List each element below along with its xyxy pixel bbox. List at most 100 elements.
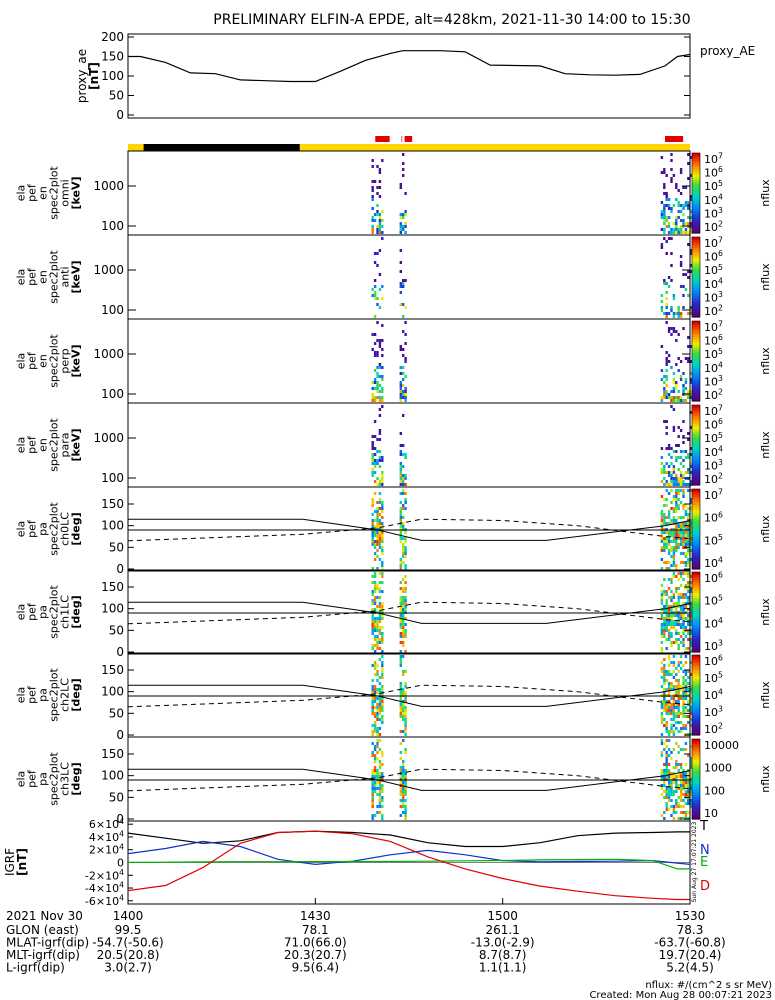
flux-cell [371, 632, 374, 635]
flux-cell [402, 596, 405, 599]
flux-cell [665, 706, 668, 709]
flux-cell [404, 709, 407, 712]
colorbar-swatch [692, 684, 700, 688]
flux-cell [672, 781, 676, 784]
flux-cell [665, 483, 668, 486]
flux-cell [672, 330, 676, 333]
flux-cell [677, 721, 680, 724]
flux-cell [660, 399, 664, 402]
flux-cell [371, 459, 374, 462]
flux-cell [404, 682, 407, 685]
flux-cell [376, 513, 379, 516]
flux-cell [376, 483, 379, 486]
flux-cell [381, 378, 384, 381]
flux-cell [667, 360, 671, 363]
flux-cell [660, 706, 664, 709]
flux-cell [376, 629, 379, 632]
flux-cell [381, 237, 384, 240]
flux-cell [402, 712, 405, 715]
flux-cell [689, 534, 692, 537]
flux-cell [670, 366, 673, 369]
flux-cell [667, 614, 671, 617]
flux-cell [376, 351, 379, 354]
flux-cell [378, 180, 382, 183]
flux-cell [376, 775, 379, 778]
flux-cell [376, 781, 379, 784]
flux-cell [672, 575, 676, 578]
flux-cell [399, 366, 402, 369]
flux-cell [402, 626, 405, 629]
flux-cell [672, 602, 676, 605]
flux-cell [665, 174, 668, 177]
flux-cell [677, 231, 680, 234]
annotation-label: MLAT-igrf(dip) [6, 936, 89, 950]
flux-cell [689, 252, 692, 255]
flux-cell [376, 264, 379, 267]
flux-cell [665, 360, 668, 363]
flux-cell [404, 210, 407, 213]
flux-cell [371, 772, 374, 775]
flux-cell [378, 492, 382, 495]
flux-cell [684, 793, 688, 796]
flux-cell [670, 447, 673, 450]
flux-cell [667, 623, 671, 626]
flux-cell [376, 537, 379, 540]
colorbar-label: 104 [704, 276, 723, 290]
colorbar-swatch [692, 174, 700, 178]
flux-cell [682, 715, 685, 718]
flux-cell [404, 581, 407, 584]
flux-cell [402, 378, 405, 381]
flux-cell [371, 348, 374, 351]
flux-cell [404, 540, 407, 543]
flux-cell [682, 525, 685, 528]
colorbar-swatch [692, 507, 700, 511]
flux-cell [402, 730, 405, 733]
flux-cell [672, 483, 676, 486]
y-tick-label: 6×104 [89, 817, 124, 831]
flux-cell [371, 441, 374, 444]
flux-cell [684, 775, 688, 778]
flux-cell [687, 534, 690, 537]
colorbar-swatch [692, 803, 700, 807]
colorbar-swatch [692, 805, 700, 809]
flux-cell [378, 638, 382, 641]
flux-cell [667, 447, 671, 450]
flux-cell [665, 772, 668, 775]
flux-cell [670, 159, 673, 162]
colorbar-swatch [692, 787, 700, 791]
flux-cell [679, 608, 683, 611]
flux-cell [677, 444, 680, 447]
colorbar-swatch [692, 279, 700, 283]
flux-cell [663, 608, 666, 611]
flux-cell [376, 712, 379, 715]
flux-cell [670, 596, 673, 599]
flux-cell [381, 459, 384, 462]
colorbar-swatch [692, 713, 700, 717]
flux-cell [660, 629, 664, 632]
flux-cell [378, 537, 382, 540]
flux-cell [689, 498, 692, 501]
spectrogram-panel-5: 150100500elapefpaspec2plotch0LC[deg]1071… [15, 486, 772, 576]
flux-cell [663, 396, 666, 399]
flux-cell [670, 685, 673, 688]
flux-cell [663, 186, 666, 189]
flux-cell [373, 462, 377, 465]
flux-cell [675, 781, 678, 784]
y-tick-label: -2×104 [85, 868, 124, 882]
flux-cell [404, 808, 407, 811]
flux-cell [402, 549, 405, 552]
flux-cell [402, 790, 405, 793]
flux-cell [689, 528, 692, 531]
colorbar-swatch [692, 407, 700, 411]
flux-cell [689, 611, 692, 614]
colorbar-swatch [692, 779, 700, 783]
flux-cell [672, 315, 676, 318]
flux-cell [687, 438, 690, 441]
flux-cell [684, 381, 688, 384]
flux-cell [376, 525, 379, 528]
flux-cell [402, 348, 405, 351]
flux-cell [378, 682, 382, 685]
flux-cell [378, 596, 382, 599]
colorbar-swatch [692, 744, 700, 748]
flux-cell [665, 351, 668, 354]
